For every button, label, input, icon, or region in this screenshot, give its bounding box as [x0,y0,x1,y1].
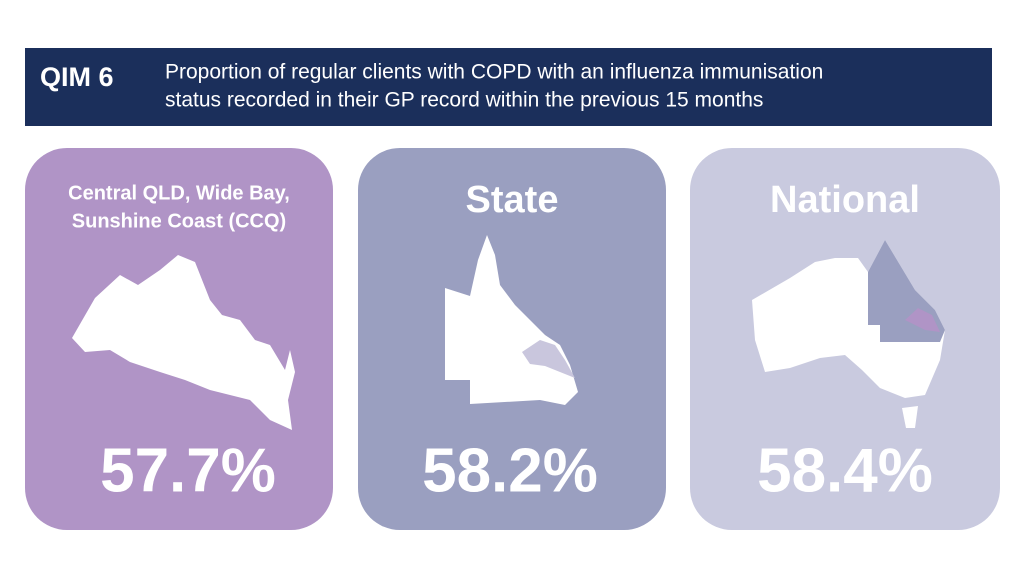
header-banner [25,48,992,126]
card-title: National [770,179,920,221]
header-title: Proportion of regular clients with COPD … [165,61,823,84]
card-value: 58.4% [757,436,933,505]
region-highlight [905,308,940,332]
tasmania [902,406,918,428]
card-value: 57.7% [100,436,276,505]
card-title: State [466,179,559,221]
header-title: status recorded in their GP record withi… [165,89,763,112]
card-title: Central QLD, Wide Bay, [68,182,290,204]
card-value: 58.2% [422,436,598,505]
header-label: QIM 6 [40,62,114,92]
region-highlight [522,340,575,378]
region-map [72,255,295,430]
card-title: Sunshine Coast (CCQ) [72,210,286,232]
